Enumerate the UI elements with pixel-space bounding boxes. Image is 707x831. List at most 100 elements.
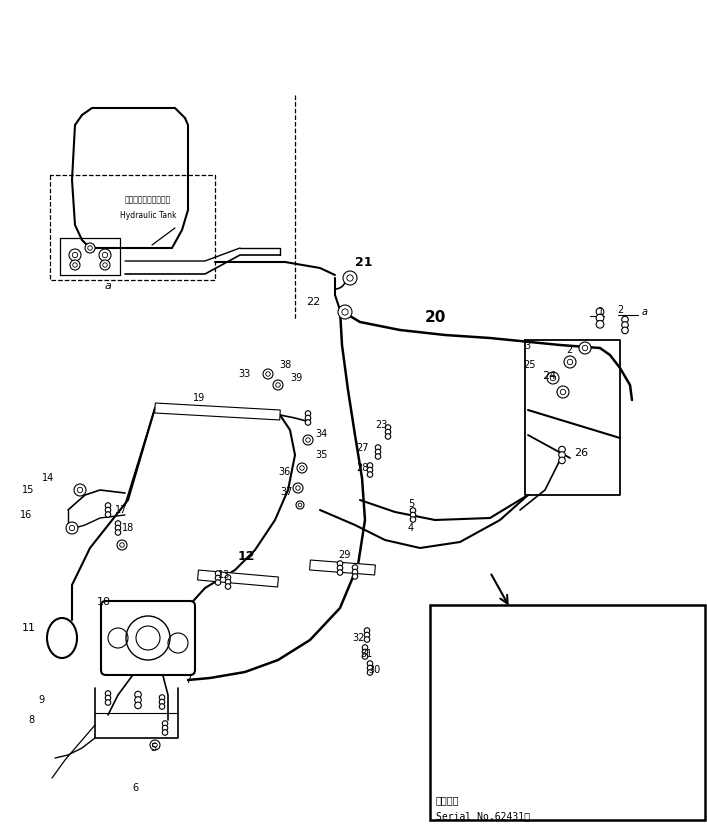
- Circle shape: [564, 356, 576, 368]
- Text: 31: 31: [360, 649, 373, 659]
- Circle shape: [576, 637, 584, 644]
- Text: 10: 10: [97, 597, 111, 607]
- Text: 28: 28: [435, 668, 452, 681]
- Circle shape: [296, 501, 304, 509]
- Text: 13: 13: [218, 570, 230, 580]
- Circle shape: [514, 652, 522, 660]
- Circle shape: [621, 317, 629, 323]
- Circle shape: [105, 696, 111, 701]
- Circle shape: [364, 637, 370, 642]
- Circle shape: [105, 691, 111, 696]
- Circle shape: [514, 647, 522, 654]
- Circle shape: [410, 508, 416, 514]
- Text: 2: 2: [566, 345, 572, 355]
- Circle shape: [337, 561, 343, 566]
- Circle shape: [66, 522, 78, 534]
- Circle shape: [580, 762, 596, 778]
- Text: 26: 26: [574, 448, 588, 458]
- Circle shape: [226, 575, 230, 580]
- Circle shape: [362, 649, 368, 655]
- Circle shape: [305, 411, 311, 416]
- Circle shape: [135, 702, 141, 709]
- Circle shape: [293, 483, 303, 493]
- Text: 24: 24: [590, 625, 604, 635]
- Text: 35: 35: [315, 450, 327, 460]
- Circle shape: [367, 661, 373, 666]
- Text: 28: 28: [356, 463, 368, 473]
- Text: 17: 17: [115, 505, 127, 515]
- Text: 8: 8: [28, 715, 34, 725]
- Circle shape: [263, 369, 273, 379]
- Text: 25: 25: [558, 618, 572, 628]
- Text: 22: 22: [306, 297, 320, 307]
- Text: 2: 2: [617, 305, 624, 315]
- Circle shape: [352, 573, 358, 579]
- Circle shape: [559, 457, 566, 464]
- Circle shape: [226, 583, 230, 589]
- Circle shape: [590, 770, 600, 780]
- Circle shape: [579, 342, 591, 354]
- Text: 7: 7: [185, 675, 192, 685]
- Circle shape: [576, 630, 584, 637]
- Circle shape: [456, 678, 464, 686]
- Circle shape: [602, 651, 610, 658]
- Circle shape: [105, 507, 111, 513]
- Circle shape: [343, 271, 357, 285]
- Circle shape: [367, 670, 373, 676]
- Text: 3: 3: [480, 713, 487, 723]
- Circle shape: [362, 645, 368, 650]
- Text: 34: 34: [315, 429, 327, 439]
- Circle shape: [162, 720, 168, 726]
- Circle shape: [115, 529, 121, 535]
- Text: 11: 11: [22, 623, 36, 633]
- Circle shape: [362, 654, 368, 659]
- Circle shape: [410, 512, 416, 518]
- Text: 19: 19: [193, 393, 205, 403]
- Text: 29: 29: [338, 550, 351, 560]
- Circle shape: [105, 512, 111, 517]
- Circle shape: [305, 416, 311, 420]
- Circle shape: [464, 656, 472, 664]
- Circle shape: [115, 521, 121, 526]
- Text: 9: 9: [38, 695, 44, 705]
- Circle shape: [364, 627, 370, 633]
- Text: a: a: [105, 281, 112, 291]
- Text: 20: 20: [425, 311, 446, 326]
- Circle shape: [150, 740, 160, 750]
- Circle shape: [159, 704, 165, 709]
- Text: 36: 36: [278, 467, 291, 477]
- Circle shape: [226, 579, 230, 585]
- Text: 16: 16: [20, 510, 33, 520]
- Bar: [310, 560, 375, 575]
- Text: 27: 27: [445, 647, 462, 660]
- Circle shape: [337, 565, 343, 571]
- Circle shape: [115, 525, 121, 531]
- Circle shape: [162, 730, 168, 735]
- Text: 1: 1: [598, 307, 604, 317]
- Circle shape: [303, 435, 313, 445]
- Circle shape: [367, 472, 373, 477]
- Circle shape: [135, 691, 141, 698]
- Text: 38: 38: [279, 360, 291, 370]
- Text: 4: 4: [408, 523, 414, 533]
- Circle shape: [410, 517, 416, 522]
- Circle shape: [297, 463, 307, 473]
- Circle shape: [364, 632, 370, 637]
- Circle shape: [596, 321, 604, 328]
- Circle shape: [456, 671, 464, 680]
- Circle shape: [305, 420, 311, 425]
- Circle shape: [367, 666, 373, 671]
- Circle shape: [352, 565, 358, 570]
- Circle shape: [159, 695, 165, 701]
- Text: 14: 14: [42, 473, 54, 483]
- Circle shape: [105, 700, 111, 706]
- Circle shape: [464, 662, 472, 670]
- Circle shape: [85, 243, 95, 253]
- Circle shape: [375, 450, 381, 455]
- Circle shape: [135, 696, 141, 703]
- Circle shape: [162, 725, 168, 730]
- Circle shape: [557, 386, 569, 398]
- Bar: [197, 570, 279, 587]
- Circle shape: [352, 569, 358, 575]
- Text: 30: 30: [368, 665, 380, 675]
